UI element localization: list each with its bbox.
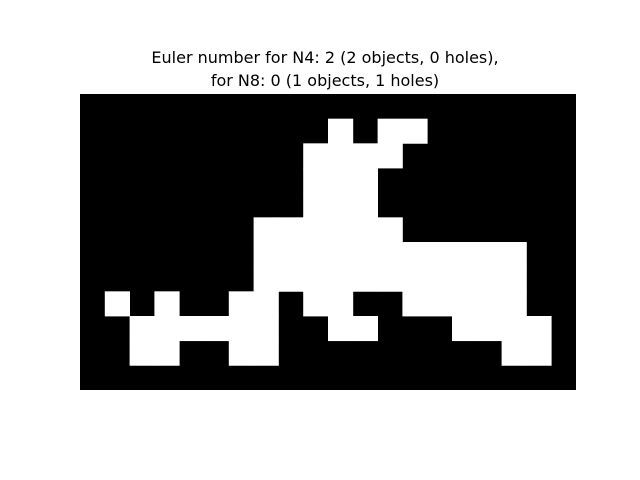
binary-image-plot bbox=[80, 94, 576, 390]
pixel-cell-r9-c18 bbox=[526, 316, 552, 342]
pixel-cell-r5-c7 bbox=[253, 217, 279, 243]
chart-title: Euler number for N4: 2 (2 objects, 0 hol… bbox=[0, 46, 640, 92]
pixel-cell-r9-c2 bbox=[129, 316, 155, 342]
pixel-cell-r6-c8 bbox=[278, 242, 304, 268]
pixel-cell-r7-c17 bbox=[501, 266, 527, 292]
pixel-cell-r5-c11 bbox=[352, 217, 378, 243]
pixel-cell-r6-c14 bbox=[427, 242, 453, 268]
pixel-cell-r7-c14 bbox=[427, 266, 453, 292]
pixel-cell-r8-c13 bbox=[402, 291, 428, 317]
pixel-cell-r8-c10 bbox=[328, 291, 354, 317]
pixel-cell-r4-c9 bbox=[303, 192, 329, 218]
pixel-cell-r8-c17 bbox=[501, 291, 527, 317]
pixel-cell-r5-c8 bbox=[278, 217, 304, 243]
pixel-cell-r9-c10 bbox=[328, 316, 354, 342]
pixel-cell-r10-c3 bbox=[154, 340, 180, 366]
pixel-cell-r9-c5 bbox=[204, 316, 230, 342]
pixel-cell-r7-c9 bbox=[303, 266, 329, 292]
pixel-cell-r2-c11 bbox=[352, 143, 378, 169]
pixel-cell-r10-c2 bbox=[129, 340, 155, 366]
pixel-cell-r2-c9 bbox=[303, 143, 329, 169]
pixel-cell-r7-c16 bbox=[476, 266, 502, 292]
pixel-cell-r8-c7 bbox=[253, 291, 279, 317]
pixel-cell-r7-c15 bbox=[452, 266, 478, 292]
pixel-cell-r9-c6 bbox=[228, 316, 254, 342]
pixel-cell-r5-c9 bbox=[303, 217, 329, 243]
pixel-cell-r9-c17 bbox=[501, 316, 527, 342]
pixel-cell-r8-c14 bbox=[427, 291, 453, 317]
pixel-cell-r6-c7 bbox=[253, 242, 279, 268]
pixel-cell-r6-c10 bbox=[328, 242, 354, 268]
pixel-cell-r3-c10 bbox=[328, 168, 354, 194]
pixel-cell-r7-c8 bbox=[278, 266, 304, 292]
pixel-cell-r7-c7 bbox=[253, 266, 279, 292]
pixel-cell-r6-c13 bbox=[402, 242, 428, 268]
pixel-cell-r6-c16 bbox=[476, 242, 502, 268]
pixel-cell-r5-c12 bbox=[377, 217, 403, 243]
pixel-cell-r9-c15 bbox=[452, 316, 478, 342]
pixel-cell-r1-c13 bbox=[402, 118, 428, 144]
pixel-cell-r6-c15 bbox=[452, 242, 478, 268]
pixel-cell-r9-c7 bbox=[253, 316, 279, 342]
pixel-cell-r5-c10 bbox=[328, 217, 354, 243]
pixel-cell-r10-c6 bbox=[228, 340, 254, 366]
pixel-cell-r7-c12 bbox=[377, 266, 403, 292]
pixel-cell-r8-c15 bbox=[452, 291, 478, 317]
pixel-cell-r7-c10 bbox=[328, 266, 354, 292]
pixel-cell-r4-c10 bbox=[328, 192, 354, 218]
pixel-cell-r2-c12 bbox=[377, 143, 403, 169]
pixel-cell-r7-c11 bbox=[352, 266, 378, 292]
pixel-cell-r3-c9 bbox=[303, 168, 329, 194]
pixel-cell-r7-c13 bbox=[402, 266, 428, 292]
pixel-cell-r6-c11 bbox=[352, 242, 378, 268]
pixel-cell-r6-c9 bbox=[303, 242, 329, 268]
pixel-cell-r8-c6 bbox=[228, 291, 254, 317]
pixel-cell-r10-c18 bbox=[526, 340, 552, 366]
pixel-cell-r2-c10 bbox=[328, 143, 354, 169]
pixel-cell-r1-c10 bbox=[328, 118, 354, 144]
chart-title-line-2: for N8: 0 (1 objects, 1 holes) bbox=[210, 71, 440, 90]
pixel-cell-r3-c11 bbox=[352, 168, 378, 194]
pixel-cell-r8-c9 bbox=[303, 291, 329, 317]
pixel-cell-r8-c16 bbox=[476, 291, 502, 317]
pixel-cell-r1-c12 bbox=[377, 118, 403, 144]
pixel-cell-r8-c1 bbox=[104, 291, 130, 317]
pixel-cell-r8-c3 bbox=[154, 291, 180, 317]
pixel-cell-r4-c11 bbox=[352, 192, 378, 218]
pixel-cell-r6-c12 bbox=[377, 242, 403, 268]
pixel-cell-r9-c4 bbox=[179, 316, 205, 342]
pixel-cell-r10-c17 bbox=[501, 340, 527, 366]
pixel-cell-r9-c16 bbox=[476, 316, 502, 342]
pixel-cell-r10-c7 bbox=[253, 340, 279, 366]
pixel-cell-r6-c17 bbox=[501, 242, 527, 268]
pixel-cell-r9-c11 bbox=[352, 316, 378, 342]
chart-title-line-1: Euler number for N4: 2 (2 objects, 0 hol… bbox=[151, 48, 499, 67]
pixel-cell-r9-c3 bbox=[154, 316, 180, 342]
